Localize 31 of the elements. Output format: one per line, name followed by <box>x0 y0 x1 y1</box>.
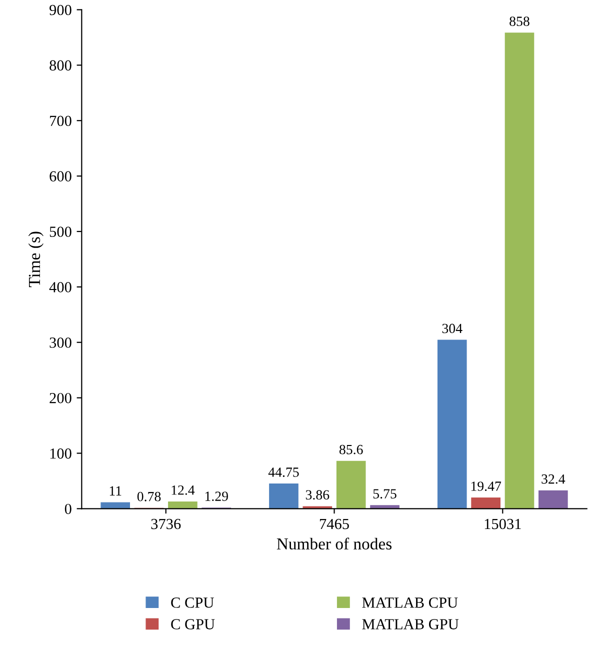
x-tick-label: 7465 <box>320 518 349 530</box>
legend-label: C GPU <box>171 619 215 630</box>
data-label: 858 <box>510 16 530 26</box>
legend-label: MATLAB CPU <box>362 598 458 608</box>
data-label: 44.75 <box>268 468 299 477</box>
data-label: 3.86 <box>306 490 330 500</box>
y-tick-label: 500 <box>50 226 72 237</box>
data-label: 1.29 <box>205 492 228 502</box>
y-tick-label: 700 <box>50 116 72 126</box>
data-label: 0.78 <box>137 492 161 502</box>
x-tick-label: 15031 <box>484 518 521 530</box>
data-label: 85.6 <box>339 444 363 454</box>
y-tick-label: 600 <box>50 171 72 182</box>
y-axis-title: Time (s) <box>28 232 44 288</box>
data-label: 304 <box>442 324 462 334</box>
x-tick-label: 3736 <box>151 518 181 530</box>
y-tick-label: 100 <box>50 448 72 459</box>
legend-label: MATLAB GPU <box>362 619 459 630</box>
y-tick-label: 900 <box>50 4 72 16</box>
data-label: 11 <box>110 486 122 496</box>
y-tick-label: 0 <box>64 504 72 514</box>
data-label: 19.47 <box>471 482 502 491</box>
x-axis-title: Number of nodes <box>276 538 392 550</box>
data-label: 12.4 <box>172 485 195 495</box>
y-tick-label: 200 <box>50 392 72 404</box>
data-label: 5.75 <box>373 489 396 499</box>
legend-label: C CPU <box>171 598 214 608</box>
y-tick-label: 800 <box>50 60 72 71</box>
data-label: 32.4 <box>542 474 566 484</box>
y-tick-label: 300 <box>50 338 72 348</box>
y-tick-label: 400 <box>49 282 72 292</box>
